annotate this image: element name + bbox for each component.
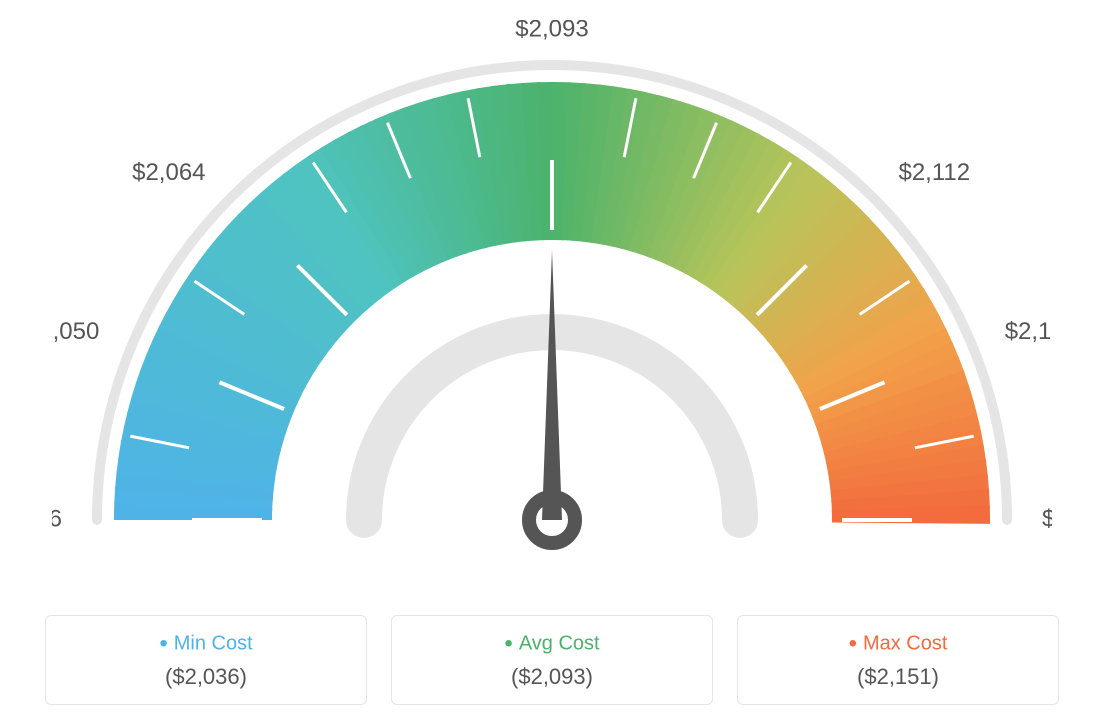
legend-label-text: Min Cost <box>174 632 253 654</box>
gauge-svg: $2,036 $2,050 $2,064 $2,093 $2,112 $2,131 $2,1… <box>52 20 1052 580</box>
legend-dot-icon: • <box>504 630 512 657</box>
gauge-needle <box>542 250 562 520</box>
legend-label: • Avg Cost <box>402 630 702 658</box>
legend-label: • Min Cost <box>56 630 356 658</box>
legend-box: • Min Cost ($2,036) <box>45 615 367 705</box>
legend-dot-icon: • <box>849 630 857 657</box>
legend-label-text: Max Cost <box>863 632 947 654</box>
legend-label-text: Avg Cost <box>519 632 600 654</box>
tick-label: $2,036 <box>52 505 62 532</box>
legend-box: • Max Cost ($2,151) <box>737 615 1059 705</box>
legend-label: • Max Cost <box>748 630 1048 658</box>
legend-value: ($2,036) <box>56 664 356 690</box>
legend-dot-icon: • <box>159 630 167 657</box>
legend-value: ($2,151) <box>748 664 1048 690</box>
legend-row: • Min Cost ($2,036) • Avg Cost ($2,093) • Max C… <box>45 615 1059 705</box>
tick-label: $2,112 <box>898 159 970 186</box>
tick-label: $2,131 <box>1005 318 1052 345</box>
legend-box: • Avg Cost ($2,093) <box>391 615 713 705</box>
tick-label: $2,093 <box>515 20 588 42</box>
tick-label: $2,050 <box>52 318 99 345</box>
tick-label: $2,151 <box>1042 505 1052 532</box>
tick-label: $2,064 <box>132 159 205 186</box>
cost-gauge: $2,036 $2,050 $2,064 $2,093 $2,112 $2,131 $2,1… <box>52 20 1052 585</box>
legend-value: ($2,093) <box>402 664 702 690</box>
